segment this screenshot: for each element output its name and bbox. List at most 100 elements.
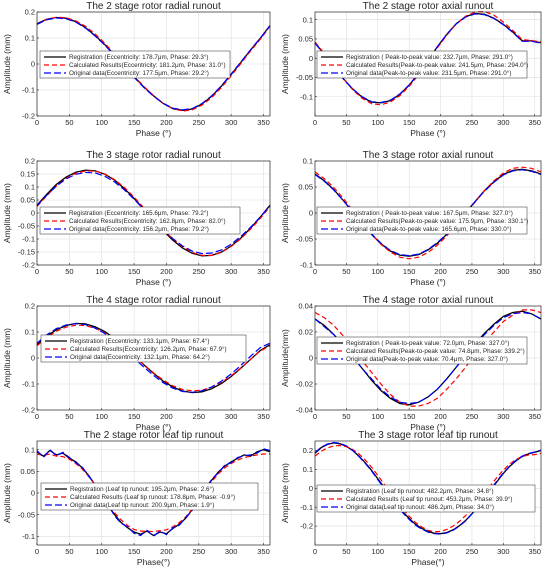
chart-title: The 3 stage rotor radial runout <box>86 150 221 161</box>
plot-frame <box>314 11 542 117</box>
x-tick-label: 50 <box>65 547 73 556</box>
x-tick-label: 150 <box>128 118 141 127</box>
x-axis-label: Phase (°) <box>410 128 446 138</box>
y-tick-label: 0.2 <box>25 8 35 17</box>
y-tick-label: 0 <box>309 54 313 63</box>
y-axis-label: Amplitude (mm) <box>2 328 12 388</box>
y-tick-label: -0.2 <box>22 406 35 415</box>
legend-entry: Calculated Results(Eccentricity: 126.2μm… <box>70 345 227 353</box>
y-tick-label: -0.1 <box>22 235 35 244</box>
x-tick-label: 200 <box>160 547 173 556</box>
x-tick-label: 300 <box>225 412 238 421</box>
legend-box <box>316 50 528 79</box>
chart-title: The 3 stage rotor axial runout <box>363 150 494 161</box>
x-tick-label: 350 <box>257 267 270 276</box>
x-tick-label: 0 <box>313 118 317 127</box>
x-tick-label: 100 <box>372 412 385 421</box>
legend-box <box>316 206 528 235</box>
y-tick-label: 0 <box>31 60 35 69</box>
x-tick-label: 150 <box>128 267 141 276</box>
x-axis-label: Phase(°) <box>137 557 170 567</box>
legend-box <box>39 50 231 79</box>
legend-entry: Original data(Eccentricity: 132.1μm, Pha… <box>70 353 210 361</box>
x-tick-label: 250 <box>466 547 479 556</box>
x-tick-label: 250 <box>466 118 479 127</box>
legend-box <box>39 206 241 235</box>
legend: Registration (Leaf tip runout: 482.2μm, … <box>316 484 536 513</box>
x-tick-label: 50 <box>65 412 73 421</box>
x-tick-label: 350 <box>528 118 541 127</box>
legend: Registration (Leaf tip runout: 195.2μm, … <box>40 482 259 511</box>
y-axis-label: Amplitude (mm) <box>280 34 290 94</box>
x-tick-label: 50 <box>65 118 73 127</box>
plot-frame <box>36 440 271 546</box>
x-tick-label: 300 <box>497 412 510 421</box>
legend: Registration (Eccentricity: 178.7μm, Pha… <box>39 50 231 79</box>
y-tick-label: 0 <box>31 209 35 218</box>
y-axis-label: Amplitude(mm) <box>280 329 290 387</box>
x-tick-label: 250 <box>466 267 479 276</box>
y-tick-label: 0.15 <box>20 170 35 179</box>
y-axis-label: Amplitude (mm) <box>280 183 290 243</box>
y-tick-label: 0.04 <box>298 302 313 311</box>
y-tick-label: -0.1 <box>300 92 313 101</box>
chart-panel-6: 0 50 100 150 200 250 300 350 -0.04 -0.02 0 0.02 0.04… <box>280 295 542 432</box>
legend: Registration ( Peak-to-peak value: 232.7… <box>316 50 528 79</box>
legend-entry: Registration (Eccentricity: 165.6μm, Pha… <box>69 209 209 217</box>
x-axis-label: Phase(°) <box>411 557 444 567</box>
legend-box <box>316 484 536 513</box>
x-tick-label: 100 <box>372 267 385 276</box>
x-tick-label: 250 <box>193 267 206 276</box>
y-tick-label: -0.04 <box>296 406 313 415</box>
y-tick-label: 0 <box>309 484 313 493</box>
x-tick-label: 0 <box>313 547 317 556</box>
legend-entry: Registration (Leaf tip runout: 482.2μm, … <box>346 487 494 495</box>
legend-entry: Registration (Leaf tip runout: 195.2μm, … <box>70 485 214 493</box>
y-tick-label: -0.05 <box>296 73 313 82</box>
plot-frame <box>36 160 271 266</box>
legend-box <box>40 334 247 363</box>
y-tick-label: 0.05 <box>20 467 35 476</box>
x-tick-label: 300 <box>225 118 238 127</box>
y-tick-label: 0.2 <box>25 302 35 311</box>
x-tick-label: 50 <box>342 547 350 556</box>
legend: Registration (Eccentricity: 165.6μm, Pha… <box>39 206 241 235</box>
chart-panel-8: 0 50 100 150 200 250 300 350 -0.2 -0.1 0 0.1 0.2 The … <box>280 430 542 567</box>
series-line-2 <box>314 166 542 260</box>
legend-entry: Calculated Results(Eccentricity: 181.2μm… <box>69 61 226 69</box>
chart-title: The 3 stage rotor leaf tip runout <box>358 430 498 441</box>
y-tick-label: -0.1 <box>300 261 313 270</box>
legend-entry: Calculated Results(Peak-to-peak value: 1… <box>346 217 528 225</box>
legend: Registration ( Peak-to-peak value: 72.0μ… <box>316 336 528 365</box>
y-axis-label: Amplitude (mm) <box>280 463 290 523</box>
x-tick-label: 0 <box>35 412 39 421</box>
x-tick-label: 50 <box>342 267 350 276</box>
chart-title: The 2 stage rotor axial runout <box>363 1 494 12</box>
y-tick-label: -0.2 <box>300 522 313 531</box>
y-tick-label: 0.1 <box>303 465 313 474</box>
legend-box <box>40 482 259 511</box>
y-tick-label: 0.05 <box>298 183 313 192</box>
x-tick-label: 100 <box>95 118 108 127</box>
x-tick-label: 0 <box>313 267 317 276</box>
y-tick-label: 0.05 <box>298 35 313 44</box>
chart-panel-4: 0 50 100 150 200 250 300 350 -0.1 -0.05 0 0.05 0.1 Th… <box>280 150 542 287</box>
y-tick-label: -0.2 <box>22 261 35 270</box>
x-axis-label: Phase (°) <box>410 277 446 287</box>
x-tick-label: 300 <box>497 547 510 556</box>
legend-entry: Original data(Eccentricity: 156.2μm, Pha… <box>69 225 209 233</box>
series-line-2 <box>314 10 542 106</box>
x-tick-label: 250 <box>193 118 206 127</box>
legend-entry: Original data(Peak-to-peak value: 165.6μ… <box>346 225 511 233</box>
y-tick-label: -0.1 <box>22 86 35 95</box>
plot-frame <box>36 11 271 117</box>
legend-entry: Original data(Leaf tip runout: 200.9μm, … <box>70 501 214 509</box>
y-tick-label: 0.1 <box>303 15 313 24</box>
x-tick-label: 300 <box>497 267 510 276</box>
x-tick-label: 350 <box>528 547 541 556</box>
series-line-3 <box>36 323 271 393</box>
chart-panel-2: 0 50 100 150 200 250 300 350 -0.1 -0.05 0 0.05 0.1 Th… <box>280 1 542 138</box>
y-tick-label: -0.1 <box>22 532 35 541</box>
y-tick-label: 0 <box>31 489 35 498</box>
plot-frame <box>314 440 542 546</box>
